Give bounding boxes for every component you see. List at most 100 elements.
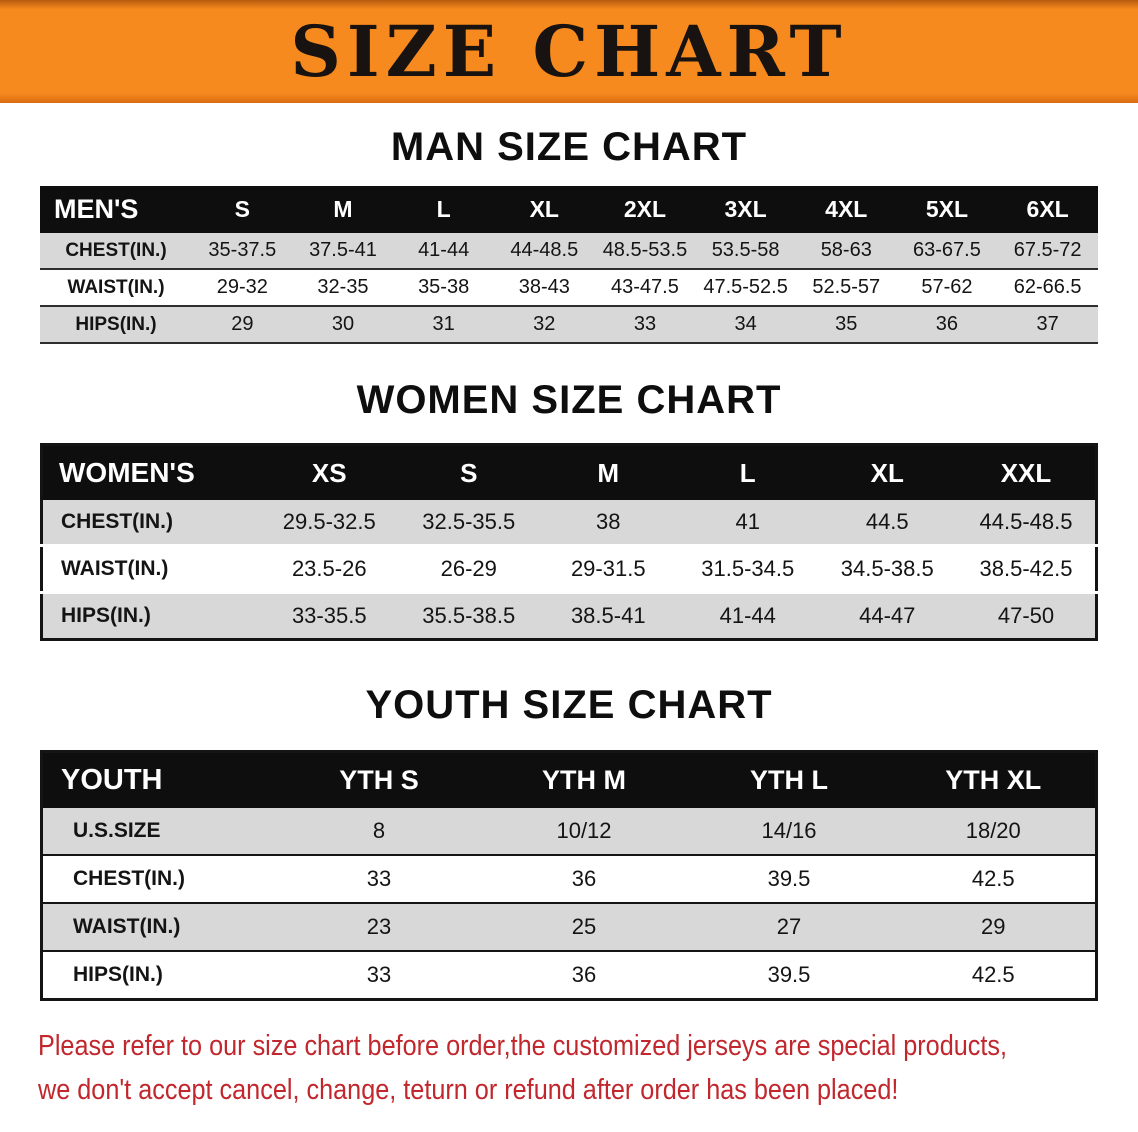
size-header-cell: 4XL	[795, 186, 897, 233]
measurement-value-cell: 33	[366, 962, 392, 987]
measurement-value-cell: 32.5-35.5	[399, 500, 539, 547]
measurement-value-cell: 43-47.5	[594, 269, 696, 307]
measurement-value-cell: 23.5-26	[259, 545, 399, 594]
measurement-value-cell: 32-35	[292, 269, 394, 307]
measurement-value-cell: 41	[678, 500, 818, 547]
size-header-cell: M	[538, 444, 678, 500]
table-row: WAIST(IN.) 29-32 32-35 35-38 38-43 43-47.5 47.…	[40, 269, 1098, 307]
measurement-value-cell: 42.5	[891, 855, 1097, 904]
size-header-cell: YTH L	[686, 751, 892, 808]
measurement-value-cell: 29-32	[192, 269, 293, 307]
size-header-cell: 2XL	[594, 186, 696, 233]
table-row: CHEST(IN.) 35-37.5 37.5-41 41-44 44-48.5 48.5…	[40, 233, 1098, 270]
measurement-value-cell: 32	[493, 306, 595, 344]
measurement-value-cell: 42.5	[971, 962, 1015, 987]
measurement-value-cell: 26-29	[399, 545, 539, 594]
measurement-value-cell: 63-67.5	[896, 233, 998, 270]
table-row: CHEST(IN.) 33 36 39.5 42.5	[41, 855, 1097, 904]
measurement-value-cell: 41-44	[393, 233, 494, 270]
table-row: CHEST(IN.) 29.5-32.5 32.5-35.5 38 41 44.5 44.5…	[41, 500, 1097, 547]
measurement-value-cell: 58-63	[795, 233, 897, 270]
measurement-value-cell: 29	[192, 306, 293, 344]
table-header-row: WOMEN'S XS S M L XL XXL	[41, 444, 1097, 500]
size-header-cell: L	[678, 444, 818, 500]
size-header-cell: 3XL	[695, 186, 796, 233]
table-row: WAIST(IN.) 23.5-26 26-29 29-31.5 31.5-34.5 34…	[41, 545, 1097, 594]
row-label-cell: U.S.SIZE	[41, 808, 277, 856]
row-label-cell: HIPS(IN.)	[40, 306, 192, 344]
measurement-value-cell: 25	[481, 903, 687, 952]
measurement-value-cell: 39.5	[686, 855, 892, 904]
measurement-value-cell: 41-44	[719, 603, 776, 628]
table-row: HIPS(IN.) 33 36 39.5 42.5	[41, 951, 1097, 1000]
table-title-cell: WOMEN'S	[41, 444, 260, 500]
measurement-value-cell: 8	[276, 808, 482, 856]
row-label-cell: WAIST(IN.)	[41, 545, 260, 594]
size-header-cell: YTH S	[276, 751, 482, 808]
table-title-cell: YOUTH	[41, 751, 277, 808]
measurement-value-cell: 29	[891, 903, 1097, 952]
measurement-value-cell: 62-66.5	[997, 269, 1098, 307]
measurement-value-cell: 38.5-41	[570, 603, 646, 628]
banner-title: SIZE CHART	[290, 10, 848, 93]
measurement-value-cell: 30	[292, 306, 394, 344]
measurement-value-cell: 52.5-57	[795, 269, 897, 307]
measurement-value-cell: 33	[276, 855, 482, 904]
measurement-value-cell: 18/20	[891, 808, 1097, 856]
row-label-cell: WAIST(IN.)	[41, 903, 277, 952]
size-header-cell: L	[393, 186, 494, 233]
men-section-heading: MAN SIZE CHART	[390, 125, 748, 169]
row-label-cell: HIPS(IN.)	[61, 604, 151, 627]
size-header-cell: XL	[493, 186, 595, 233]
measurement-value-cell: 35.5-38.5	[422, 603, 516, 628]
measurement-value-cell: 33-35.5	[291, 603, 367, 628]
measurement-value-cell: 35-37.5	[192, 233, 293, 270]
measurement-value-cell: 38-43	[493, 269, 595, 307]
measurement-value-cell: 29-31.5	[538, 545, 678, 594]
measurement-value-cell: 34.5-38.5	[817, 545, 957, 594]
measurement-value-cell: 44.5-48.5	[957, 500, 1097, 547]
measurement-value-cell: 38	[538, 500, 678, 547]
disclaimer-text: Please refer to our size chart before or…	[38, 1025, 1138, 1112]
table-row: U.S.SIZE 8 10/12 14/16 18/20	[41, 808, 1097, 856]
measurement-value-cell: 57-62	[896, 269, 998, 307]
size-header-cell: YTH M	[481, 751, 687, 808]
row-label-cell: HIPS(IN.)	[73, 963, 163, 986]
measurement-value-cell: 47.5-52.5	[695, 269, 796, 307]
measurement-value-cell: 36	[896, 306, 998, 344]
row-label-cell: CHEST(IN.)	[41, 500, 260, 547]
measurement-value-cell: 67.5-72	[997, 233, 1098, 270]
size-header-cell: 6XL	[997, 186, 1098, 233]
measurement-value-cell: 37.5-41	[292, 233, 394, 270]
measurement-value-cell: 27	[686, 903, 892, 952]
measurement-value-cell: 37	[997, 306, 1098, 344]
measurement-value-cell: 34	[695, 306, 796, 344]
size-header-cell: XS	[259, 444, 399, 500]
size-chart-banner: SIZE CHART	[0, 0, 1138, 103]
size-header-cell: M	[292, 186, 394, 233]
row-label-cell: WAIST(IN.)	[40, 269, 192, 307]
disclaimer-line-1: Please refer to our size chart before or…	[38, 1030, 1008, 1062]
measurement-value-cell: 10/12	[481, 808, 687, 856]
size-header-cell: S	[399, 444, 539, 500]
measurement-value-cell: 35-38	[393, 269, 494, 307]
row-label-cell: CHEST(IN.)	[40, 233, 192, 270]
measurement-value-cell: 23	[276, 903, 482, 952]
table-title-cell: MEN'S	[40, 186, 192, 233]
table-header-row: MEN'S S M L XL 2XL 3XL 4XL 5XL 6XL	[40, 186, 1098, 233]
measurement-value-cell: 29.5-32.5	[259, 500, 399, 547]
measurement-value-cell: 33	[594, 306, 696, 344]
youth-section-heading: YOUTH SIZE CHART	[365, 683, 773, 727]
women-size-table: WOMEN'S XS S M L XL XXL CHEST(IN.) 29.5-32.5 32.5…	[40, 443, 1098, 641]
women-section-heading: WOMEN SIZE CHART	[356, 378, 782, 422]
measurement-value-cell: 31	[393, 306, 494, 344]
measurement-value-cell: 44-48.5	[493, 233, 595, 270]
disclaimer-line-2: we don't accept cancel, change, teturn o…	[38, 1073, 899, 1106]
measurement-value-cell: 44.5	[817, 500, 957, 547]
measurement-value-cell: 39.5	[767, 962, 811, 987]
table-row: HIPS(IN.) 33-35.5 35.5-38.5 38.5-41 41-44 44-…	[41, 592, 1097, 640]
measurement-value-cell: 14/16	[686, 808, 892, 856]
table-header-row: YOUTH YTH S YTH M YTH L YTH XL	[41, 751, 1097, 808]
measurement-value-cell: 36	[481, 855, 687, 904]
size-header-cell: S	[192, 186, 293, 233]
